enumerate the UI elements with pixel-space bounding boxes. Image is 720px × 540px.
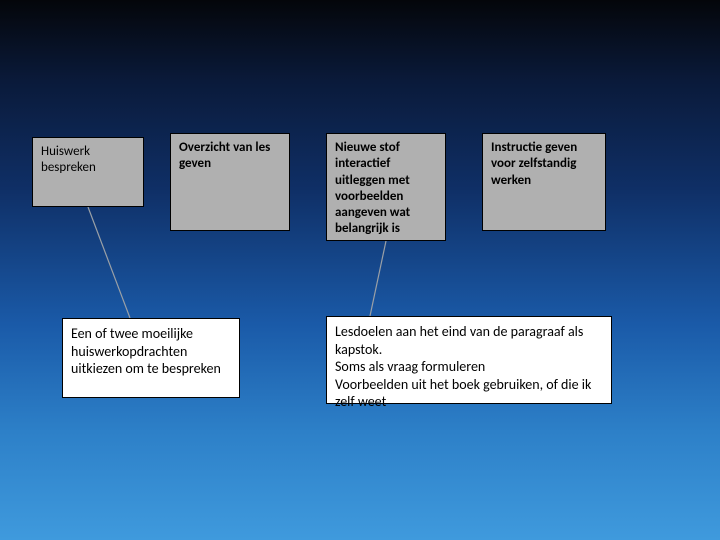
box-instructie-geven: Instructie geven voor zelfstandig werken xyxy=(482,133,606,231)
box-text: Nieuwe stof interactief uitleggen met vo… xyxy=(335,140,410,236)
box-nieuwe-stof: Nieuwe stof interactief uitleggen met vo… xyxy=(326,133,446,241)
box-text: Huiswerk bespreken xyxy=(41,144,96,175)
background-gradient xyxy=(0,0,720,540)
box-text: Lesdoelen aan het eind van de paragraaf … xyxy=(335,323,591,410)
box-lesdoelen: Lesdoelen aan het eind van de paragraaf … xyxy=(326,316,612,404)
box-huiswerkopdrachten: Een of twee moeilijke huiswerkopdrachten… xyxy=(62,318,240,398)
box-text: Een of twee moeilijke huiswerkopdrachten… xyxy=(71,325,221,377)
box-text: Instructie geven voor zelfstandig werken xyxy=(491,140,577,188)
box-overzicht-les: Overzicht van les geven xyxy=(170,133,290,231)
box-huiswerk-bespreken: Huiswerk bespreken xyxy=(32,137,144,207)
box-text: Overzicht van les geven xyxy=(179,140,270,171)
